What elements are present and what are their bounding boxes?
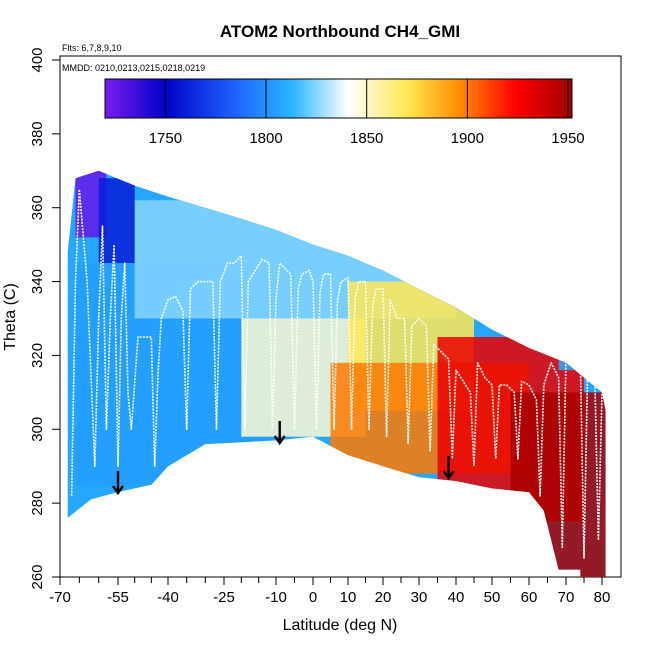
x-tick-label: 60 — [521, 589, 538, 606]
y-tick-label: 400 — [29, 47, 46, 72]
x-tick-label: 50 — [484, 589, 501, 606]
y-axis: 260 280 300 320 340 360 380 400 — [29, 47, 60, 590]
curtain — [67, 170, 606, 577]
colorbar-tick-label: 1800 — [249, 130, 282, 147]
x-tick-label: 30 — [411, 589, 428, 606]
x-tick-label: 0 — [309, 589, 317, 606]
colorbar-tick-label: 1850 — [350, 130, 383, 147]
y-tick-label: 340 — [29, 269, 46, 294]
curtain-region-southern-dark-blue — [98, 178, 135, 264]
flight-track — [70, 188, 603, 560]
profile-markers — [112, 421, 455, 496]
flight-track-line — [70, 188, 603, 560]
y-axis-label: Theta (C) — [2, 283, 19, 351]
x-tick-label: 20 — [375, 589, 392, 606]
profile-marker-arrow — [273, 421, 286, 446]
x-tick-label: 80 — [594, 589, 611, 606]
x-tick-label: 40 — [448, 589, 465, 606]
curtain-region-arctic-dark-red — [510, 392, 606, 577]
x-tick-label: -25 — [213, 589, 235, 606]
x-tick-label: -40 — [157, 589, 179, 606]
x-axis-label: Latitude (deg N) — [283, 617, 398, 634]
y-tick-label: 300 — [29, 417, 46, 442]
y-tick-label: 380 — [29, 121, 46, 146]
x-tick-label: 70 — [558, 589, 575, 606]
chart-title: ATOM2 Northbound CH4_GMI — [220, 22, 460, 41]
y-tick-label: 280 — [29, 491, 46, 516]
profile-marker-arrow — [112, 471, 124, 496]
dates-note: MMDD: 0210,0213,0215,0218,0219 — [62, 63, 205, 73]
colorbar-tick-label: 1900 — [451, 130, 484, 147]
profile-marker-arrow — [442, 456, 455, 481]
y-tick-label: 320 — [29, 343, 46, 368]
x-tick-label: -70 — [49, 589, 71, 606]
colorbar: 1750 1800 1850 1900 1950 — [104, 78, 585, 147]
colorbar-tick-label: 1950 — [551, 130, 584, 147]
y-tick-label: 260 — [29, 564, 46, 589]
colorbar-tick-label: 1750 — [149, 130, 182, 147]
colorbar-gradient — [104, 78, 573, 119]
x-tick-label: 10 — [340, 589, 357, 606]
x-axis: -70 -55 -40 -25 -10 0 10 20 30 40 50 60 70 80 — [49, 577, 610, 606]
plot-frame — [59, 55, 622, 578]
x-tick-label: -10 — [265, 589, 287, 606]
x-tick-label: -55 — [107, 589, 129, 606]
flights-note: Flts: 6,7,8,9,10 — [62, 43, 122, 53]
y-tick-label: 360 — [29, 195, 46, 220]
